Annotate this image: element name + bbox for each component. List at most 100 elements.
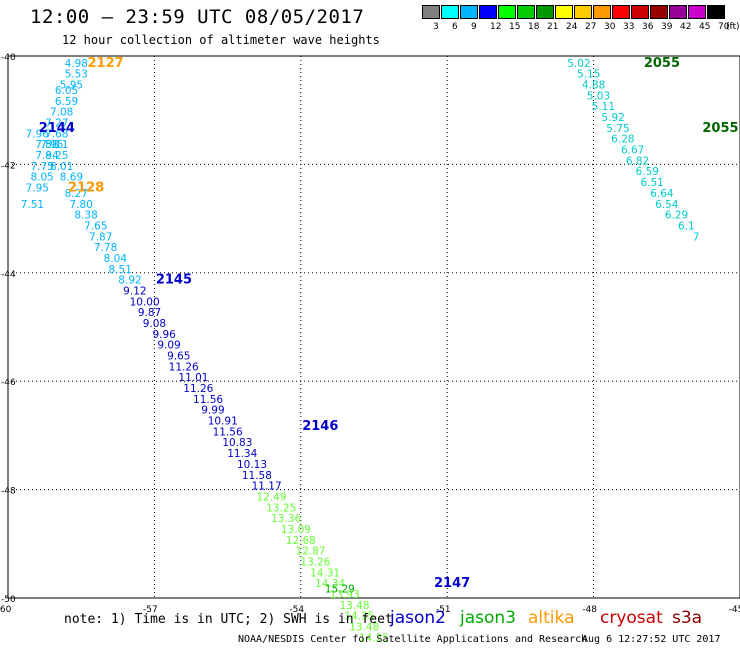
wave-height-value: 5.11 [592, 101, 615, 113]
scale-label-21: 21 [547, 22, 559, 32]
wave-height-value: 8.04 [104, 253, 128, 265]
scale-label-24: 24 [566, 22, 578, 32]
wave-height-value: 9.87 [138, 307, 161, 319]
scale-label-15: 15 [509, 22, 521, 32]
wave-height-value: 8.69 [60, 172, 83, 184]
wave-height-value: 6.64 [650, 188, 674, 200]
wave-height-value: 11.56 [213, 426, 243, 438]
scale-unit: (ft) [726, 22, 740, 32]
pass-label: 2144 [39, 121, 75, 136]
wave-height-value: 6.28 [611, 134, 634, 146]
scale-swatch-30 [593, 5, 611, 19]
wave-height-value: 5.02 [567, 58, 590, 70]
wave-height-value: 7.51 [21, 199, 44, 211]
wave-height-value: 11.26 [169, 361, 199, 373]
lat-tick-label: -42 [1, 161, 16, 171]
wave-height-value: 7.65 [84, 220, 107, 232]
scale-label-18: 18 [528, 22, 540, 32]
pass-label: 2145 [156, 273, 192, 288]
wave-height-value: 6.82 [626, 155, 649, 167]
wave-height-value: 13.36 [271, 513, 301, 525]
scale-label-6: 6 [452, 22, 458, 32]
lon-tick-label: -60 [0, 605, 12, 615]
lat-tick-label: -44 [1, 270, 16, 280]
pass-label: 2055 [644, 56, 680, 71]
legend-cryosat: cryosat [600, 608, 663, 628]
lat-tick-label: -40 [1, 53, 16, 63]
wave-height-value: 5.15 [577, 69, 600, 81]
map-title: 12:00 – 23:59 UTC 08/05/2017 [30, 6, 365, 28]
scale-swatch-33 [612, 5, 630, 19]
wave-height-value: 8.51 [109, 264, 132, 276]
scale-label-9: 9 [471, 22, 477, 32]
pass-label: 2147 [434, 576, 470, 591]
map-grid [7, 55, 740, 599]
wave-height-value: 8.25 [45, 150, 68, 162]
wave-height-value: 10.00 [130, 296, 160, 308]
wave-height-value: 13.48 [339, 600, 369, 612]
wave-height-value: 6.51 [640, 177, 663, 189]
scale-label-70: 70 [718, 22, 730, 32]
wave-height-value: 9.99 [201, 405, 224, 417]
scale-label-3: 3 [433, 22, 439, 32]
lon-tick-label: -48 [582, 605, 597, 615]
wave-height-value: 4.98 [65, 58, 88, 70]
scale-swatch-21 [536, 5, 554, 19]
wave-height-value: 7.96 [26, 128, 50, 140]
wave-height-value: 9.09 [157, 340, 180, 352]
wave-height-value: 11.34 [227, 448, 257, 460]
scale-label-39: 39 [661, 22, 673, 32]
legend-s3a: s3a [672, 608, 703, 628]
scale-label-12: 12 [490, 22, 502, 32]
pass-label: 2127 [88, 56, 124, 71]
wave-height-value: 8.38 [74, 210, 97, 222]
wave-height-value: 6.59 [636, 166, 659, 178]
lon-tick-label: -45 [729, 605, 740, 615]
wave-height-value: 7.80 [70, 199, 93, 211]
wave-height-value: 11.58 [242, 470, 272, 482]
wave-height-value: 7.87 [89, 231, 112, 243]
wave-height-value: 5.92 [601, 112, 624, 124]
wave-height-value: 8.01 [50, 161, 73, 173]
lat-tick-label: -50 [1, 595, 16, 605]
wave-height-value: 8.92 [118, 275, 141, 287]
scale-label-30: 30 [604, 22, 616, 32]
scale-swatch-39 [650, 5, 668, 19]
wave-height-value: 10.91 [208, 416, 238, 428]
wave-height-value: 14.31 [310, 567, 340, 579]
wave-height-value: 13.09 [281, 524, 311, 536]
lon-tick-label: -51 [436, 605, 451, 615]
scale-label-27: 27 [585, 22, 597, 32]
wave-height-value: 7.95 [26, 183, 49, 195]
wave-height-value: 7.58 [35, 139, 58, 151]
scale-swatch-9 [460, 5, 478, 19]
wave-height-value: 5.95 [60, 80, 83, 92]
map-tick-labels: -60 -57 -54 -51 -48 -45 -40 -42 -44 -46 -48 -50 [0, 53, 740, 615]
wave-height-value: 13.25 [266, 502, 296, 514]
wave-height-value: 7.27 [45, 117, 68, 129]
wave-height-value: 7.68 [45, 128, 68, 140]
pass-number-labels: 2127 2144 2128 2145 2146 2147 2055 2055 [39, 56, 739, 591]
wave-height-value: 6.67 [621, 145, 644, 157]
wave-height-value: 12.49 [256, 491, 286, 503]
credit-timestamp: Aug 6 12:27:52 UTC 2017 [582, 634, 721, 645]
scale-swatch-3 [422, 5, 440, 19]
wave-height-value: 7.95 [40, 139, 63, 151]
scale-swatch-42 [669, 5, 687, 19]
wave-height-value: 8.11 [45, 139, 68, 151]
legend-altika: altika [528, 608, 575, 628]
wave-height-value: 13.48 [349, 622, 379, 634]
wave-height-value: 9.96 [152, 329, 176, 341]
wave-height-value: 7.94 [35, 150, 59, 162]
scale-label-45: 45 [699, 22, 711, 32]
scale-swatch-36 [631, 5, 649, 19]
wave-height-value: 12.68 [286, 535, 316, 547]
wave-height-value: 8.27 [65, 188, 88, 200]
wave-height-value: 9.08 [143, 318, 166, 330]
wave-height-value: 14.25 [359, 632, 389, 644]
wave-height-value: 6.1 [678, 220, 695, 232]
scale-swatch-18 [517, 5, 535, 19]
wave-height-value: 13.26 [300, 556, 330, 568]
wave-height-value: 12.87 [296, 546, 326, 558]
